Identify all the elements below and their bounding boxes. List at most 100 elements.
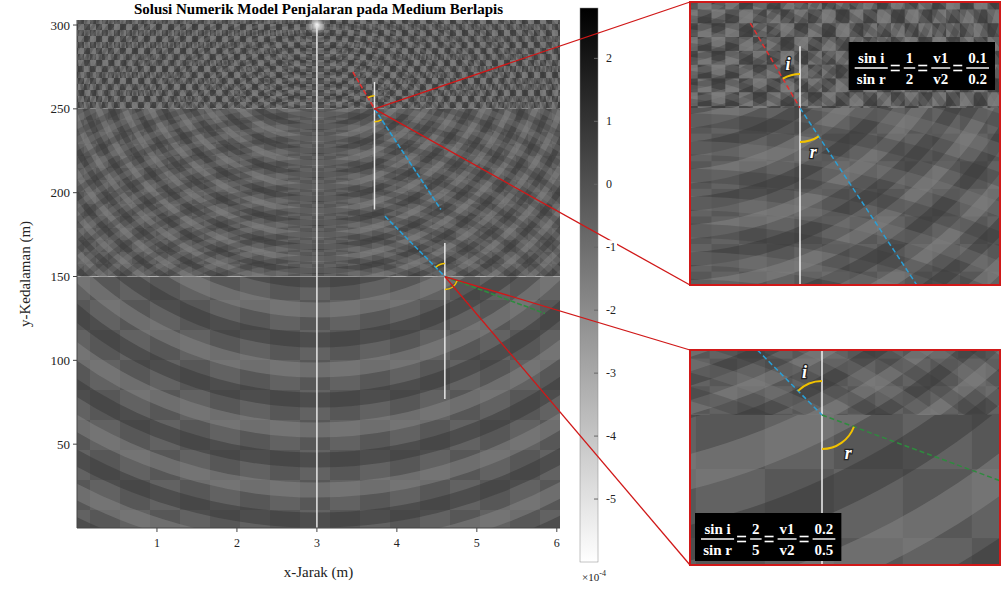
wavefront [77,109,560,277]
wavefront [77,20,560,109]
numerator: sin i [704,521,730,537]
wavefront [77,20,560,109]
x-tick [476,528,477,532]
wavefront [77,20,560,109]
ray [353,72,375,109]
wavefront [77,109,560,277]
equals [765,541,774,543]
numerator: 2 [752,521,760,537]
wavefront [77,20,560,109]
connector [374,2,690,109]
wavefront [77,20,560,109]
wavefront [77,20,560,109]
wavefront [77,20,560,109]
wavefront [77,20,560,109]
wavefront [77,20,560,109]
equals [953,70,962,72]
wavefront [77,20,560,109]
wavefront [77,20,560,109]
wavefront [77,20,560,109]
wavefront [77,277,560,528]
wavefront [77,109,560,277]
wavefront [77,109,560,277]
wavefront [77,277,560,431]
wavefront [77,20,560,109]
wavefront [77,20,560,109]
wavefront [77,109,560,277]
wavefront [77,20,560,109]
wavefront [77,20,560,109]
wavefront [77,20,560,109]
wavefront [77,20,560,109]
wavefront [77,109,560,277]
equals [737,541,746,543]
wavefront [77,277,560,528]
wavefront [77,20,560,109]
wavefront [77,20,560,109]
wavefront [77,20,560,109]
wavefront [77,20,560,109]
wavefront [77,20,560,109]
colorbar-tick-label: 0 [606,177,612,191]
wavefront [77,20,560,109]
wavefront [77,20,560,109]
denominator: 5 [752,542,760,558]
wavefront [77,20,560,109]
equals [737,536,746,538]
wavefront [77,277,560,521]
wavefront [77,20,560,109]
colorbar-tick [594,373,598,374]
wavefront [77,20,560,109]
wavefront [77,20,560,109]
wavefront [77,20,560,109]
wavefront [77,109,560,277]
wavefront [77,20,560,109]
wavefront [77,20,560,109]
wavefront [77,20,560,109]
wavefront [77,277,560,528]
wavefront [77,20,560,109]
denominator: 0.2 [968,71,987,87]
ray [690,350,822,415]
wavefront [77,20,560,109]
fraction-bar [813,538,836,539]
wavefront [77,20,560,109]
wavefront [77,20,560,109]
wavefront [77,20,560,109]
wavefront [77,20,560,109]
wavefront [77,109,560,277]
ray [750,23,800,108]
x-axis-title: x-Jarak (m) [284,564,354,581]
wavefront [77,20,560,109]
wavefront [77,20,560,109]
wavefront [77,109,560,277]
wavefront [77,20,560,109]
wavefront [77,20,560,109]
wavefront [77,20,560,109]
x-tick-label: 1 [154,536,160,550]
wavefront [77,20,560,109]
equals [918,70,927,72]
equals [891,65,900,67]
wavefront [77,20,560,109]
x-tick-label: 6 [554,536,560,550]
wavefront [77,20,560,109]
denominator: sin r [703,542,732,558]
wavefront [77,109,560,277]
x-tick [556,528,557,532]
wavefront [77,109,560,277]
wavefront [77,20,560,109]
chart: Solusi Numerik Model Penjalaran pada Med… [0,0,1005,590]
wavefront [77,20,560,109]
wavefront [77,20,560,109]
x-tick [236,528,237,532]
wavefront [77,20,560,109]
wavefront [77,277,560,491]
wavefront [77,20,560,109]
wavefront [77,109,560,277]
wavefront [77,109,560,277]
fraction-bar [778,538,797,539]
wavefront [77,20,560,109]
wavefront [77,20,560,109]
wavefront [77,277,560,528]
